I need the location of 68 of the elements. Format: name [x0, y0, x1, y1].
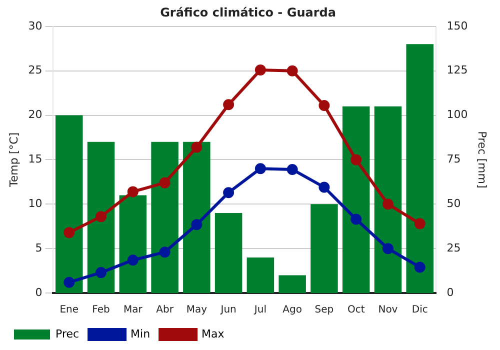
y2-axis-title: Prec [mm]: [476, 131, 489, 188]
point: [223, 99, 234, 110]
bar: [406, 44, 434, 293]
y2-tick-label: 0: [446, 286, 454, 299]
point: [286, 65, 298, 76]
x-tick-label: Jun: [220, 304, 236, 316]
point: [414, 262, 426, 273]
point: [159, 246, 170, 258]
x-tick-label: Dic: [412, 304, 428, 316]
point: [286, 164, 298, 175]
legend-label: Max: [202, 327, 225, 340]
bar: [87, 142, 115, 293]
y2-tick-label: 75: [446, 152, 461, 166]
point: [191, 142, 202, 153]
y-tick-label: 15: [28, 152, 42, 166]
point: [191, 219, 202, 230]
y2-tick-label: 25: [446, 241, 461, 254]
y-tick-label: 5: [35, 241, 42, 254]
bar: [214, 213, 242, 293]
x-tick-label: May: [186, 304, 208, 316]
y2-tick-label: 50: [446, 196, 461, 210]
bar: [278, 275, 306, 293]
point: [96, 267, 107, 278]
y-tick-label: 0: [35, 286, 42, 299]
y-axis-title: Temp [°C]: [7, 132, 20, 188]
y2-tick-label: 125: [446, 64, 468, 77]
y-tick-label: 10: [28, 196, 42, 210]
y-tick-label: 30: [28, 19, 42, 32]
point: [96, 211, 107, 222]
x-tick-label: Ago: [282, 304, 302, 316]
y2-tick-label: 150: [446, 19, 468, 32]
bar: [151, 142, 178, 293]
chart-title: Gráfico climático - Guarda: [160, 5, 336, 20]
bar: [310, 204, 338, 293]
point: [254, 64, 266, 76]
x-tick-label: Oct: [347, 304, 365, 316]
bar: [119, 195, 147, 293]
bar: [183, 142, 210, 293]
point: [223, 187, 234, 198]
y2-tick-label: 100: [446, 108, 468, 122]
x-tick-label: Sep: [314, 304, 334, 316]
legend-label: Min: [130, 327, 150, 340]
point: [318, 100, 330, 111]
bar: [56, 115, 83, 293]
point: [382, 243, 394, 254]
x-tick-label: Feb: [92, 304, 110, 316]
bar: [246, 257, 274, 293]
point: [254, 163, 266, 174]
x-tick-label: Nov: [378, 304, 398, 316]
point: [159, 177, 170, 188]
point: [414, 218, 426, 230]
legend-label: Prec: [56, 327, 80, 340]
point: [318, 182, 330, 193]
x-tick-label: Ene: [60, 304, 79, 316]
x-tick-label: Mar: [123, 304, 144, 316]
x-tick-label: Abr: [156, 304, 174, 316]
x-tick-label: Jul: [253, 304, 266, 316]
point: [350, 154, 362, 166]
bar: [374, 106, 402, 293]
point: [350, 214, 362, 225]
y-tick-label: 20: [28, 108, 42, 122]
point: [382, 198, 394, 210]
bar: [342, 106, 370, 293]
point: [127, 254, 138, 266]
point: [64, 276, 75, 288]
point: [127, 186, 138, 198]
y-tick-label: 25: [28, 64, 42, 77]
point: [64, 227, 75, 238]
